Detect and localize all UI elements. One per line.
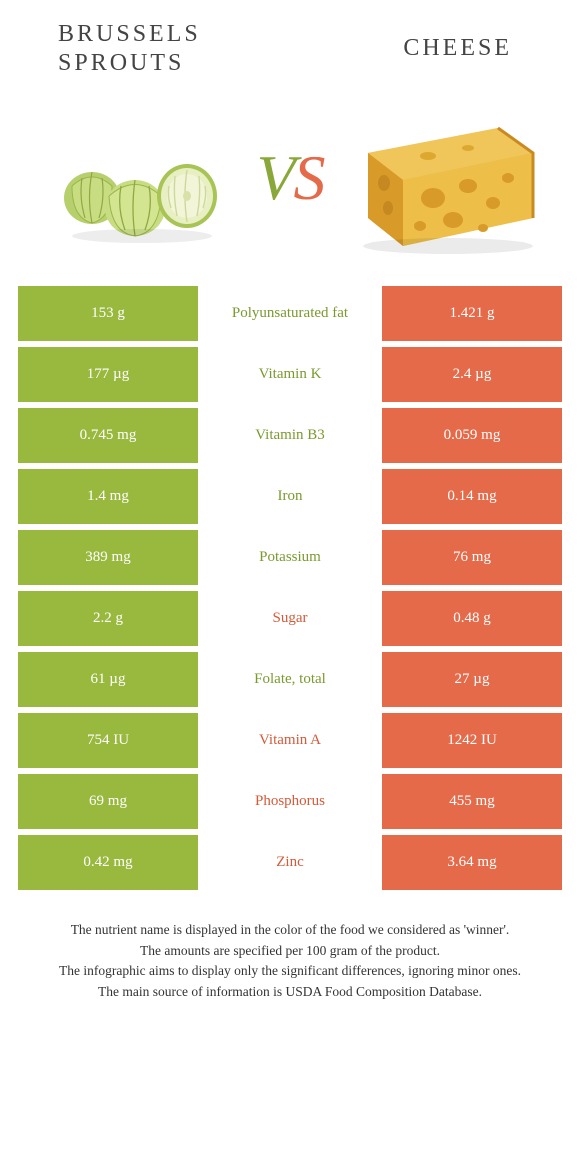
- cheese-icon: [324, 98, 552, 258]
- value-left: 0.42 mg: [18, 835, 198, 890]
- vs-v: V: [256, 142, 293, 213]
- table-row: 0.745 mgVitamin B30.059 mg: [18, 408, 562, 463]
- nutrient-label: Zinc: [198, 835, 382, 890]
- table-row: 69 mgPhosphorus455 mg: [18, 774, 562, 829]
- table-row: 2.2 gSugar0.48 g: [18, 591, 562, 646]
- value-left: 1.4 mg: [18, 469, 198, 524]
- table-row: 754 IUVitamin A1242 IU: [18, 713, 562, 768]
- value-left: 61 µg: [18, 652, 198, 707]
- value-left: 69 mg: [18, 774, 198, 829]
- comparison-table: 153 gPolyunsaturated fat1.421 g177 µgVit…: [18, 286, 562, 890]
- table-row: 0.42 mgZinc3.64 mg: [18, 835, 562, 890]
- value-left: 389 mg: [18, 530, 198, 585]
- value-left: 153 g: [18, 286, 198, 341]
- value-right: 1242 IU: [382, 713, 562, 768]
- vs-s: S: [294, 142, 324, 213]
- value-left: 2.2 g: [18, 591, 198, 646]
- footer-line-3: The infographic aims to display only the…: [28, 961, 552, 982]
- footer-notes: The nutrient name is displayed in the co…: [18, 920, 562, 1004]
- table-row: 61 µgFolate, total27 µg: [18, 652, 562, 707]
- nutrient-label: Vitamin A: [198, 713, 382, 768]
- value-right: 0.059 mg: [382, 408, 562, 463]
- nutrient-label: Polyunsaturated fat: [198, 286, 382, 341]
- footer-line-1: The nutrient name is displayed in the co…: [28, 920, 552, 941]
- value-left: 177 µg: [18, 347, 198, 402]
- footer-line-2: The amounts are specified per 100 gram o…: [28, 941, 552, 962]
- hero-row: VS: [18, 88, 562, 278]
- table-row: 1.4 mgIron0.14 mg: [18, 469, 562, 524]
- value-right: 2.4 µg: [382, 347, 562, 402]
- table-row: 389 mgPotassium76 mg: [18, 530, 562, 585]
- table-row: 153 gPolyunsaturated fat1.421 g: [18, 286, 562, 341]
- value-right: 76 mg: [382, 530, 562, 585]
- value-left: 0.745 mg: [18, 408, 198, 463]
- value-right: 3.64 mg: [382, 835, 562, 890]
- table-row: 177 µgVitamin K2.4 µg: [18, 347, 562, 402]
- value-right: 455 mg: [382, 774, 562, 829]
- value-right: 27 µg: [382, 652, 562, 707]
- title-right: CHEESE: [285, 34, 532, 63]
- nutrient-label: Sugar: [198, 591, 382, 646]
- footer-line-4: The main source of information is USDA F…: [28, 982, 552, 1003]
- nutrient-label: Vitamin K: [198, 347, 382, 402]
- value-left: 754 IU: [18, 713, 198, 768]
- title-left: BRUSSELS SPROUTS: [48, 20, 285, 78]
- nutrient-label: Vitamin B3: [198, 408, 382, 463]
- nutrient-label: Potassium: [198, 530, 382, 585]
- nutrient-label: Iron: [198, 469, 382, 524]
- nutrient-label: Folate, total: [198, 652, 382, 707]
- header: BRUSSELS SPROUTS CHEESE: [18, 20, 562, 88]
- value-right: 0.14 mg: [382, 469, 562, 524]
- value-right: 1.421 g: [382, 286, 562, 341]
- nutrient-label: Phosphorus: [198, 774, 382, 829]
- brussels-sprouts-icon: [28, 108, 256, 248]
- vs-label: VS: [256, 141, 323, 215]
- value-right: 0.48 g: [382, 591, 562, 646]
